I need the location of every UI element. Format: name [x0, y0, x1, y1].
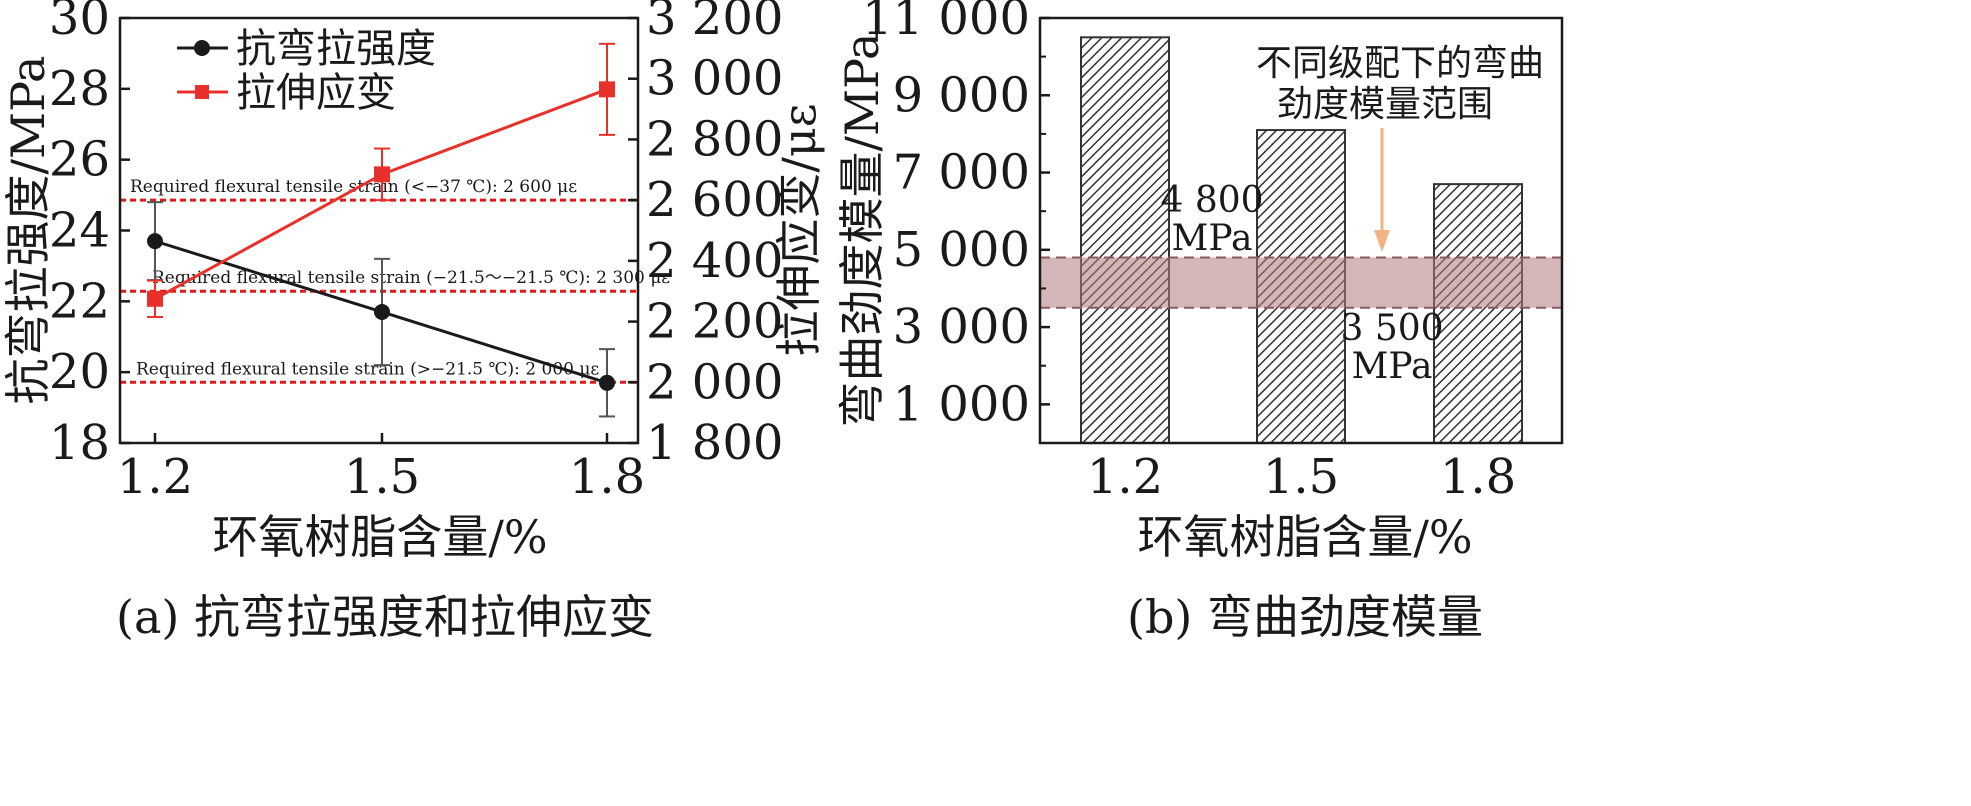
legend-strain-label: 拉伸应变	[236, 70, 396, 116]
left-tick-label: 22	[49, 273, 110, 329]
x-tick-label: 1.5	[344, 449, 420, 505]
y-axis-ticks-b: 1 000 3 000 5 000 7 000 9 000 11 000	[862, 0, 1050, 432]
data-point	[599, 374, 615, 391]
x-axis-title-a: 环氧树脂含量/%	[212, 510, 547, 564]
reference-lines: Required flexural tensile strain (<−37 ℃…	[120, 177, 670, 384]
lower-bound-unit: MPa	[1352, 346, 1433, 387]
right-tick-label: 2 400	[646, 233, 783, 289]
y-tick-label-b: 1 000	[893, 376, 1030, 432]
y-tick-label-b: 3 000	[893, 299, 1030, 355]
data-point	[374, 166, 390, 183]
panel-a-strength-strain-chart: Required flexural tensile strain (<−37 ℃…	[1, 0, 826, 644]
right-tick-label: 3 000	[646, 51, 783, 107]
y-axis-title-b: 弯曲劲度模量/MPa	[835, 33, 889, 428]
right-tick-label: 2 600	[646, 172, 783, 228]
x-tick-label: 1.8	[569, 449, 645, 505]
left-tick-label: 30	[49, 0, 110, 46]
upper-bound-unit: MPa	[1172, 218, 1253, 259]
y-tick-label-b: 9 000	[893, 67, 1030, 123]
left-tick-label: 20	[49, 344, 110, 400]
range-note-line-1: 不同级配下的弯曲	[1256, 43, 1544, 84]
right-tick-label: 2 000	[646, 354, 783, 410]
x-axis-ticks: 1.2 1.5 1.8	[117, 433, 645, 505]
data-point	[147, 290, 163, 307]
legend-strength-marker	[194, 40, 210, 56]
upper-bound-value: 4 800	[1160, 180, 1263, 221]
plot-frame-b	[1038, 16, 1564, 445]
band-fill	[1040, 257, 1562, 308]
left-tick-label: 28	[49, 61, 110, 117]
data-point	[147, 233, 163, 250]
x-tick-label-b: 1.2	[1087, 449, 1163, 505]
right-axis-title: 拉伸应变/με	[772, 103, 826, 356]
bar	[1433, 183, 1523, 445]
legend: 抗弯拉强度 拉伸应变	[177, 26, 436, 116]
bar	[1080, 36, 1170, 445]
legend-strength-label: 抗弯拉强度	[236, 26, 436, 72]
left-tick-label: 18	[49, 415, 110, 471]
reference-line-label: Required flexural tensile strain (−21.5～…	[152, 268, 670, 288]
right-tick-label: 1 800	[646, 415, 783, 471]
data-point	[599, 81, 615, 98]
right-tick-label: 3 200	[646, 0, 783, 46]
left-tick-label: 26	[49, 132, 110, 188]
left-axis-title: 抗弯拉强度/MPa	[1, 56, 55, 405]
x-tick-label: 1.2	[117, 449, 193, 505]
y-tick-label-b: 11 000	[862, 0, 1030, 46]
y-tick-label-b: 5 000	[893, 222, 1030, 278]
modulus-range-band	[1040, 256, 1562, 309]
x-axis-title-b: 环氧树脂含量/%	[1137, 510, 1472, 564]
y-tick-label-b: 7 000	[893, 145, 1030, 201]
x-tick-label-b: 1.8	[1440, 449, 1516, 505]
left-tick-label: 24	[49, 203, 110, 259]
range-annotation: 不同级配下的弯曲 劲度模量范围 4 800 MPa 3 500 MPa	[1160, 43, 1544, 387]
caption-a: (a) 抗弯拉强度和拉伸应变	[116, 590, 654, 644]
reference-line-label: Required flexural tensile strain (<−37 ℃…	[130, 177, 577, 197]
range-note-line-2: 劲度模量范围	[1277, 84, 1493, 125]
range-arrow-head	[1374, 230, 1390, 252]
right-tick-label: 2 200	[646, 294, 783, 350]
x-axis-ticks-b: 1.2 1.5 1.8	[1087, 449, 1516, 505]
data-point	[374, 303, 390, 320]
left-axis-ticks: 18 20 22 24 26 28 30	[49, 0, 130, 471]
reference-line-label: Required flexural tensile strain (>−21.5…	[136, 359, 599, 379]
caption-b: (b) 弯曲劲度模量	[1127, 590, 1483, 644]
x-tick-label-b: 1.5	[1263, 449, 1339, 505]
series-layer	[147, 42, 615, 418]
legend-strain-marker	[195, 85, 209, 99]
right-tick-label: 2 800	[646, 111, 783, 167]
lower-bound-value: 3 500	[1340, 308, 1443, 349]
